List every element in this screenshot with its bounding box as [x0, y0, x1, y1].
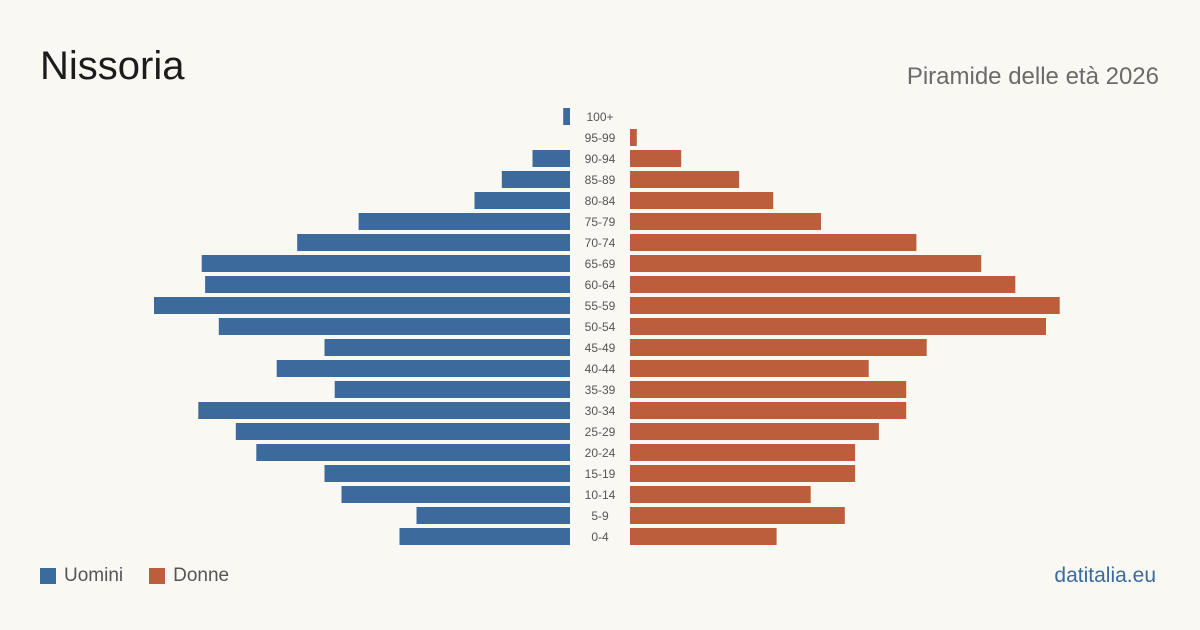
brand-link[interactable]: datitalia.eu [1054, 564, 1156, 587]
chart-subtitle: Piramide delle età 2026 [906, 63, 1159, 90]
bar-women-20-24 [630, 444, 856, 461]
bar-men-0-4 [399, 528, 570, 545]
age-label-75-79: 75-79 [585, 215, 616, 229]
age-label-45-49: 45-49 [585, 341, 616, 355]
bar-men-60-64 [205, 276, 570, 293]
bar-men-70-74 [297, 234, 570, 251]
bar-women-45-49 [630, 339, 927, 356]
bar-men-85-89 [501, 171, 570, 188]
bar-men-65-69 [201, 255, 570, 272]
bar-women-85-89 [630, 171, 740, 188]
bar-women-25-29 [630, 423, 879, 440]
bar-women-50-54 [630, 318, 1046, 335]
age-label-0-4: 0-4 [591, 530, 609, 544]
bar-men-45-49 [324, 339, 570, 356]
bar-women-65-69 [630, 255, 982, 272]
age-label-95-99: 95-99 [585, 131, 616, 145]
bar-men-80-84 [474, 192, 570, 209]
legend-label-women: Donne [173, 565, 230, 586]
bar-women-60-64 [630, 276, 1016, 293]
age-label-25-29: 25-29 [585, 425, 616, 439]
bar-men-15-19 [324, 465, 570, 482]
bar-women-15-19 [630, 465, 856, 482]
bar-women-70-74 [630, 234, 917, 251]
age-label-40-44: 40-44 [585, 362, 616, 376]
bar-women-5-9 [630, 507, 845, 524]
age-label-5-9: 5-9 [591, 509, 609, 523]
bar-women-75-79 [630, 213, 821, 230]
age-label-55-59: 55-59 [585, 299, 616, 313]
age-label-85-89: 85-89 [585, 173, 616, 187]
bar-women-40-44 [630, 360, 869, 377]
legend-label-men: Uomini [64, 565, 124, 586]
bar-women-55-59 [630, 297, 1060, 314]
age-label-70-74: 70-74 [585, 236, 616, 250]
bar-men-40-44 [276, 360, 570, 377]
age-label-10-14: 10-14 [585, 488, 616, 502]
bar-women-80-84 [630, 192, 774, 209]
age-label-100+: 100+ [586, 110, 613, 124]
chart-legend: Uomini Donne [40, 565, 255, 587]
bar-men-5-9 [416, 507, 570, 524]
age-label-35-39: 35-39 [585, 383, 616, 397]
bar-women-90-94 [630, 150, 682, 167]
legend-swatch-women [149, 568, 166, 584]
bar-men-10-14 [341, 486, 570, 503]
age-label-30-34: 30-34 [585, 404, 616, 418]
bar-men-75-79 [358, 213, 570, 230]
page-title: Nissoria [40, 44, 185, 88]
legend-swatch-men [40, 568, 56, 584]
bar-men-25-29 [235, 423, 571, 440]
legend-item-men: Uomini [40, 565, 123, 587]
age-label-80-84: 80-84 [585, 194, 616, 208]
bar-women-95-99 [630, 129, 637, 146]
bar-men-100+ [563, 108, 570, 125]
bar-women-10-14 [630, 486, 811, 503]
bar-men-50-54 [218, 318, 571, 335]
age-label-50-54: 50-54 [585, 320, 616, 334]
bar-men-35-39 [334, 381, 570, 398]
age-label-90-94: 90-94 [585, 152, 616, 166]
bar-men-55-59 [154, 297, 570, 314]
bar-women-0-4 [630, 528, 777, 545]
legend-item-women: Donne [149, 565, 229, 587]
age-label-20-24: 20-24 [585, 446, 616, 460]
bar-men-20-24 [256, 444, 570, 461]
bar-women-30-34 [630, 402, 907, 419]
bar-men-90-94 [532, 150, 570, 167]
bar-women-35-39 [630, 381, 907, 398]
bar-men-30-34 [198, 402, 571, 419]
age-label-65-69: 65-69 [585, 257, 616, 271]
age-label-15-19: 15-19 [585, 467, 616, 481]
age-label-60-64: 60-64 [585, 278, 616, 292]
